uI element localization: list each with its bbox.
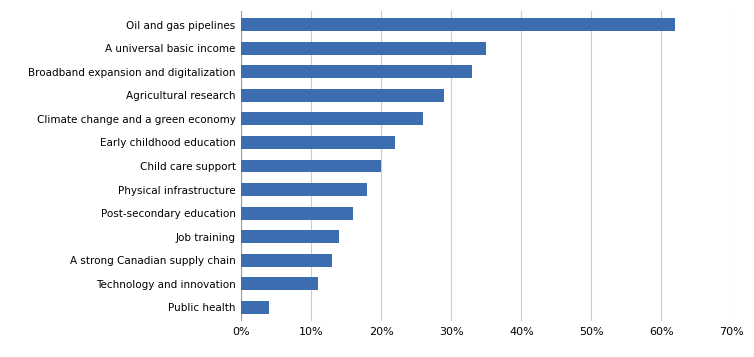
Bar [241, 277, 318, 290]
Bar [241, 65, 472, 78]
Bar [241, 42, 486, 55]
Bar [241, 230, 339, 243]
Bar [241, 18, 676, 31]
Bar [241, 112, 423, 125]
Bar [241, 183, 367, 196]
Bar [241, 301, 269, 314]
Bar [241, 89, 444, 102]
Bar [241, 160, 382, 172]
Bar [241, 254, 333, 267]
Bar [241, 207, 354, 220]
Bar [241, 136, 395, 149]
